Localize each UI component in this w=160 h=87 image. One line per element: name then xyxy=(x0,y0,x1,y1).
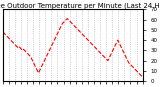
Title: Milwaukee Outdoor Temperature per Minute (Last 24 Hours): Milwaukee Outdoor Temperature per Minute… xyxy=(0,3,160,9)
